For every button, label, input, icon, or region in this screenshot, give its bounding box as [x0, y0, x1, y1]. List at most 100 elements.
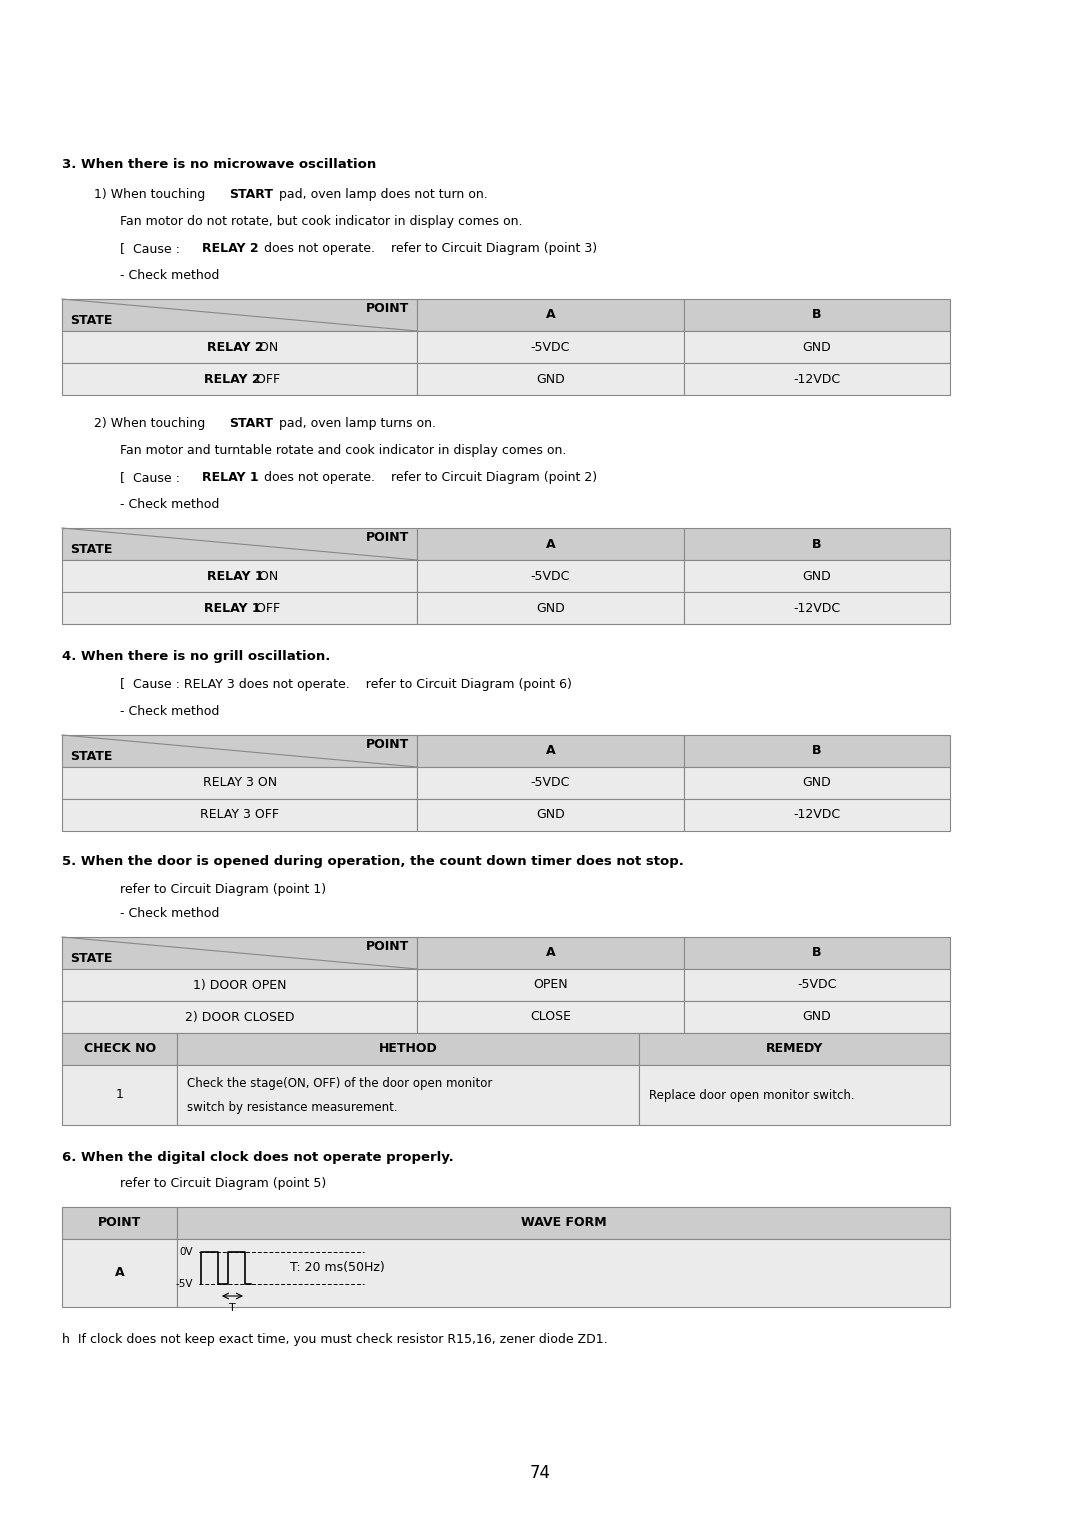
- Text: [  Cause :: [ Cause :: [120, 471, 184, 484]
- Text: GND: GND: [802, 776, 832, 790]
- Text: A: A: [545, 744, 555, 758]
- Text: ON: ON: [255, 341, 278, 353]
- Text: 1: 1: [116, 1088, 123, 1102]
- Bar: [684, 559, 950, 591]
- Text: T: T: [229, 1303, 235, 1313]
- Bar: [639, 1065, 950, 1125]
- Bar: [684, 1001, 950, 1033]
- Text: B: B: [812, 538, 822, 550]
- Text: RELAY 3 ON: RELAY 3 ON: [203, 776, 276, 790]
- Bar: [684, 969, 950, 1001]
- Bar: [417, 364, 684, 396]
- Text: RELAY 2 ON: RELAY 2 ON: [199, 341, 281, 353]
- Text: GND: GND: [536, 808, 565, 822]
- Text: Fan motor do not rotate, but cook indicator in display comes on.: Fan motor do not rotate, but cook indica…: [120, 215, 523, 228]
- Text: RELAY 1: RELAY 1: [204, 602, 261, 614]
- Text: 2) When touching: 2) When touching: [94, 417, 210, 429]
- Text: - Check method: - Check method: [120, 498, 219, 510]
- Text: RELAY 2 OFF: RELAY 2 OFF: [195, 373, 284, 385]
- Text: RELAY 1 ON: RELAY 1 ON: [199, 570, 281, 582]
- Text: 3. When there is no microwave oscillation: 3. When there is no microwave oscillatio…: [62, 157, 376, 171]
- Bar: [62, 1065, 177, 1125]
- Text: -5VDC: -5VDC: [530, 341, 570, 353]
- Bar: [417, 299, 684, 332]
- Bar: [417, 591, 684, 623]
- Bar: [684, 364, 950, 396]
- Bar: [417, 969, 684, 1001]
- Text: OFF: OFF: [252, 373, 280, 385]
- Text: refer to Circuit Diagram (point 5): refer to Circuit Diagram (point 5): [120, 1177, 326, 1190]
- Text: 74: 74: [529, 1464, 551, 1482]
- Bar: [684, 735, 950, 767]
- Text: RELAY 1: RELAY 1: [202, 471, 258, 484]
- Text: RELAY 1 OFF: RELAY 1 OFF: [195, 602, 284, 614]
- Bar: [684, 799, 950, 831]
- Text: A: A: [545, 946, 555, 960]
- Text: OPEN: OPEN: [534, 978, 568, 992]
- Text: Replace door open monitor switch.: Replace door open monitor switch.: [649, 1088, 855, 1102]
- Bar: [417, 735, 684, 767]
- Text: RELAY 1: RELAY 1: [207, 570, 264, 582]
- Text: B: B: [812, 946, 822, 960]
- Text: switch by resistance measurement.: switch by resistance measurement.: [188, 1100, 399, 1114]
- Text: refer to Circuit Diagram (point 1): refer to Circuit Diagram (point 1): [120, 883, 326, 895]
- Text: HETHOD: HETHOD: [379, 1042, 437, 1056]
- Bar: [177, 1239, 950, 1306]
- Bar: [62, 332, 417, 364]
- Text: -12VDC: -12VDC: [793, 602, 840, 614]
- Text: POINT: POINT: [366, 940, 409, 953]
- Text: does not operate.    refer to Circuit Diagram (point 2): does not operate. refer to Circuit Diagr…: [260, 471, 597, 484]
- Text: pad, oven lamp does not turn on.: pad, oven lamp does not turn on.: [275, 188, 488, 202]
- Text: GND: GND: [536, 373, 565, 385]
- Text: POINT: POINT: [366, 738, 409, 750]
- Text: A: A: [114, 1267, 124, 1279]
- Text: START: START: [229, 417, 273, 429]
- Bar: [62, 767, 417, 799]
- Text: [  Cause :: [ Cause :: [120, 241, 184, 255]
- Bar: [684, 332, 950, 364]
- Bar: [684, 299, 950, 332]
- Bar: [177, 1033, 639, 1065]
- Bar: [62, 969, 417, 1001]
- Text: REMEDY: REMEDY: [766, 1042, 823, 1056]
- Bar: [417, 529, 684, 559]
- Text: T: 20 ms(50Hz): T: 20 ms(50Hz): [289, 1262, 384, 1274]
- Text: B: B: [812, 309, 822, 321]
- Text: RELAY 2: RELAY 2: [207, 341, 264, 353]
- Bar: [684, 529, 950, 559]
- Text: -5VDC: -5VDC: [797, 978, 837, 992]
- Bar: [62, 1001, 417, 1033]
- Text: -5VDC: -5VDC: [530, 776, 570, 790]
- Text: Fan motor and turntable rotate and cook indicator in display comes on.: Fan motor and turntable rotate and cook …: [120, 445, 566, 457]
- Text: GND: GND: [802, 570, 832, 582]
- Text: - Check method: - Check method: [120, 908, 219, 920]
- Text: STATE: STATE: [70, 542, 112, 556]
- Bar: [62, 591, 417, 623]
- Text: OFF: OFF: [252, 602, 280, 614]
- Text: h  If clock does not keep exact time, you must check resistor R15,16, zener diod: h If clock does not keep exact time, you…: [62, 1332, 608, 1346]
- Text: CLOSE: CLOSE: [530, 1010, 571, 1024]
- Bar: [417, 559, 684, 591]
- Text: GND: GND: [536, 602, 565, 614]
- Bar: [62, 937, 417, 969]
- Text: STATE: STATE: [70, 952, 112, 966]
- Bar: [177, 1065, 639, 1125]
- Text: RELAY 3 OFF: RELAY 3 OFF: [200, 808, 279, 822]
- Text: STATE: STATE: [70, 313, 112, 327]
- Text: 2) DOOR CLOSED: 2) DOOR CLOSED: [185, 1010, 295, 1024]
- Text: POINT: POINT: [366, 303, 409, 315]
- Bar: [684, 937, 950, 969]
- Text: - Check method: - Check method: [120, 269, 219, 283]
- Bar: [417, 767, 684, 799]
- Bar: [417, 1001, 684, 1033]
- Text: 6. When the digital clock does not operate properly.: 6. When the digital clock does not opera…: [62, 1151, 454, 1164]
- Bar: [62, 1207, 177, 1239]
- Text: B: B: [812, 744, 822, 758]
- Bar: [62, 799, 417, 831]
- Bar: [417, 937, 684, 969]
- Bar: [177, 1207, 950, 1239]
- Text: RELAY 2: RELAY 2: [204, 373, 261, 385]
- Text: 1) When touching: 1) When touching: [94, 188, 210, 202]
- Bar: [639, 1033, 950, 1065]
- Text: WAVE FORM: WAVE FORM: [521, 1216, 607, 1230]
